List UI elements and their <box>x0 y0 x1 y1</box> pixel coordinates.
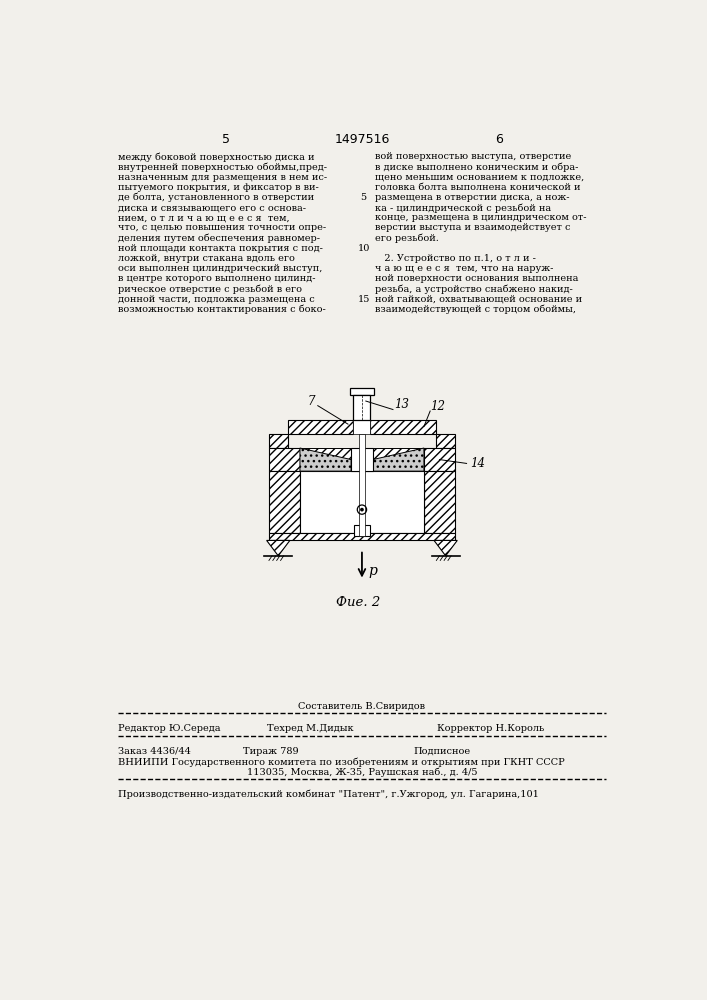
Text: де болта, установленного в отверстии: де болта, установленного в отверстии <box>118 193 314 202</box>
Text: 7: 7 <box>308 395 315 408</box>
Text: ложкой, внутри стакана вдоль его: ложкой, внутри стакана вдоль его <box>118 254 295 263</box>
Bar <box>300 471 424 533</box>
Text: 10: 10 <box>357 244 370 253</box>
Text: 5: 5 <box>361 193 366 202</box>
Bar <box>269 471 300 533</box>
Text: назначенным для размещения в нем ис-: назначенным для размещения в нем ис- <box>118 173 327 182</box>
Bar <box>354 525 370 536</box>
Bar <box>269 533 455 540</box>
Text: Корректор Н.Король: Корректор Н.Король <box>437 724 544 733</box>
Text: донной части, подложка размещена с: донной части, подложка размещена с <box>118 295 315 304</box>
Text: вой поверхностью выступа, отверстие: вой поверхностью выступа, отверстие <box>375 152 571 161</box>
Bar <box>300 448 351 471</box>
Text: 6: 6 <box>495 133 503 146</box>
Text: ВНИИПИ Государственного комитета по изобретениям и открытиям при ГКНТ СССР: ВНИИПИ Государственного комитета по изоб… <box>118 758 565 767</box>
Text: ной гайкой, охватывающей основание и: ной гайкой, охватывающей основание и <box>375 295 583 304</box>
Text: конце, размещена в цилиндрическом от-: конце, размещена в цилиндрическом от- <box>375 213 587 222</box>
Polygon shape <box>373 448 424 471</box>
Text: 14: 14 <box>470 457 486 470</box>
Text: Подписное: Подписное <box>414 747 471 756</box>
Text: в диске выполнено коническим и обра-: в диске выполнено коническим и обра- <box>375 163 578 172</box>
Bar <box>370 420 436 434</box>
Text: p: p <box>368 564 377 578</box>
Text: возможностью контактирования с боко-: возможностью контактирования с боко- <box>118 305 326 314</box>
Bar <box>351 448 373 471</box>
Text: между боковой поверхностью диска и: между боковой поверхностью диска и <box>118 152 315 162</box>
Text: 12: 12 <box>430 400 445 413</box>
Bar <box>424 471 455 533</box>
Text: резьба, а устройство снабжено накид-: резьба, а устройство снабжено накид- <box>375 284 573 294</box>
Text: ч а ю щ е е с я  тем, что на наруж-: ч а ю щ е е с я тем, что на наруж- <box>375 264 554 273</box>
Text: пытуемого покрытия, и фиксатор в ви-: пытуемого покрытия, и фиксатор в ви- <box>118 183 319 192</box>
Text: внутренней поверхностью обоймы,пред-: внутренней поверхностью обоймы,пред- <box>118 163 327 172</box>
Polygon shape <box>300 448 351 471</box>
Text: деления путем обеспечения равномер-: деления путем обеспечения равномер- <box>118 234 320 243</box>
Text: ной поверхности основания выполнена: ной поверхности основания выполнена <box>375 274 578 283</box>
Text: верстии выступа и взаимодействует с: верстии выступа и взаимодействует с <box>375 223 571 232</box>
Text: Техред М.Дидык: Техред М.Дидык <box>267 724 354 733</box>
Text: щено меньшим основанием к подложке,: щено меньшим основанием к подложке, <box>375 173 585 182</box>
Text: головка болта выполнена конической и: головка болта выполнена конической и <box>375 183 580 192</box>
Bar <box>351 388 373 395</box>
Text: ка - цилиндрической с резьбой на: ка - цилиндрической с резьбой на <box>375 203 551 213</box>
Polygon shape <box>434 540 457 556</box>
Text: рическое отверстие с резьбой в его: рическое отверстие с резьбой в его <box>118 284 302 294</box>
Polygon shape <box>267 540 290 556</box>
Text: в центре которого выполнено цилинд-: в центре которого выполнено цилинд- <box>118 274 315 283</box>
Text: диска и связывающего его с основа-: диска и связывающего его с основа- <box>118 203 306 212</box>
Text: Тираж 789: Тираж 789 <box>243 747 299 756</box>
Text: нием, о т л и ч а ю щ е е с я  тем,: нием, о т л и ч а ю щ е е с я тем, <box>118 213 289 222</box>
Bar <box>373 448 424 471</box>
Text: 113035, Москва, Ж-35, Раушская наб., д. 4/5: 113035, Москва, Ж-35, Раушская наб., д. … <box>247 768 477 777</box>
Text: ной площади контакта покрытия с под-: ной площади контакта покрытия с под- <box>118 244 322 253</box>
Text: что, с целью повышения точности опре-: что, с целью повышения точности опре- <box>118 223 326 232</box>
Text: Редактор Ю.Середа: Редактор Ю.Середа <box>118 724 221 733</box>
Text: 1497516: 1497516 <box>334 133 390 146</box>
Text: 13: 13 <box>395 398 409 411</box>
Bar <box>424 448 455 471</box>
Bar <box>354 420 370 434</box>
Circle shape <box>361 508 363 511</box>
Text: Фие. 2: Фие. 2 <box>336 596 380 609</box>
Text: Заказ 4436/44: Заказ 4436/44 <box>118 747 191 756</box>
Text: Производственно-издательский комбинат "Патент", г.Ужгород, ул. Гагарина,101: Производственно-издательский комбинат "П… <box>118 790 539 799</box>
Text: взаимодействующей с торцом обоймы,: взаимодействующей с торцом обоймы, <box>375 305 576 314</box>
Text: 5: 5 <box>221 133 230 146</box>
Bar <box>354 395 370 420</box>
Bar <box>436 434 455 448</box>
Text: его резьбой.: его резьбой. <box>375 234 439 243</box>
Text: размещена в отверстии диска, а нож-: размещена в отверстии диска, а нож- <box>375 193 570 202</box>
Bar <box>269 434 288 448</box>
Bar <box>269 448 300 471</box>
Bar <box>288 420 354 434</box>
Bar <box>359 434 365 536</box>
Text: 15: 15 <box>357 295 370 304</box>
Text: оси выполнен цилиндрический выступ,: оси выполнен цилиндрический выступ, <box>118 264 322 273</box>
Text: 2. Устройство по п.1, о т л и -: 2. Устройство по п.1, о т л и - <box>375 254 536 263</box>
Text: Составитель В.Свиридов: Составитель В.Свиридов <box>298 702 426 711</box>
